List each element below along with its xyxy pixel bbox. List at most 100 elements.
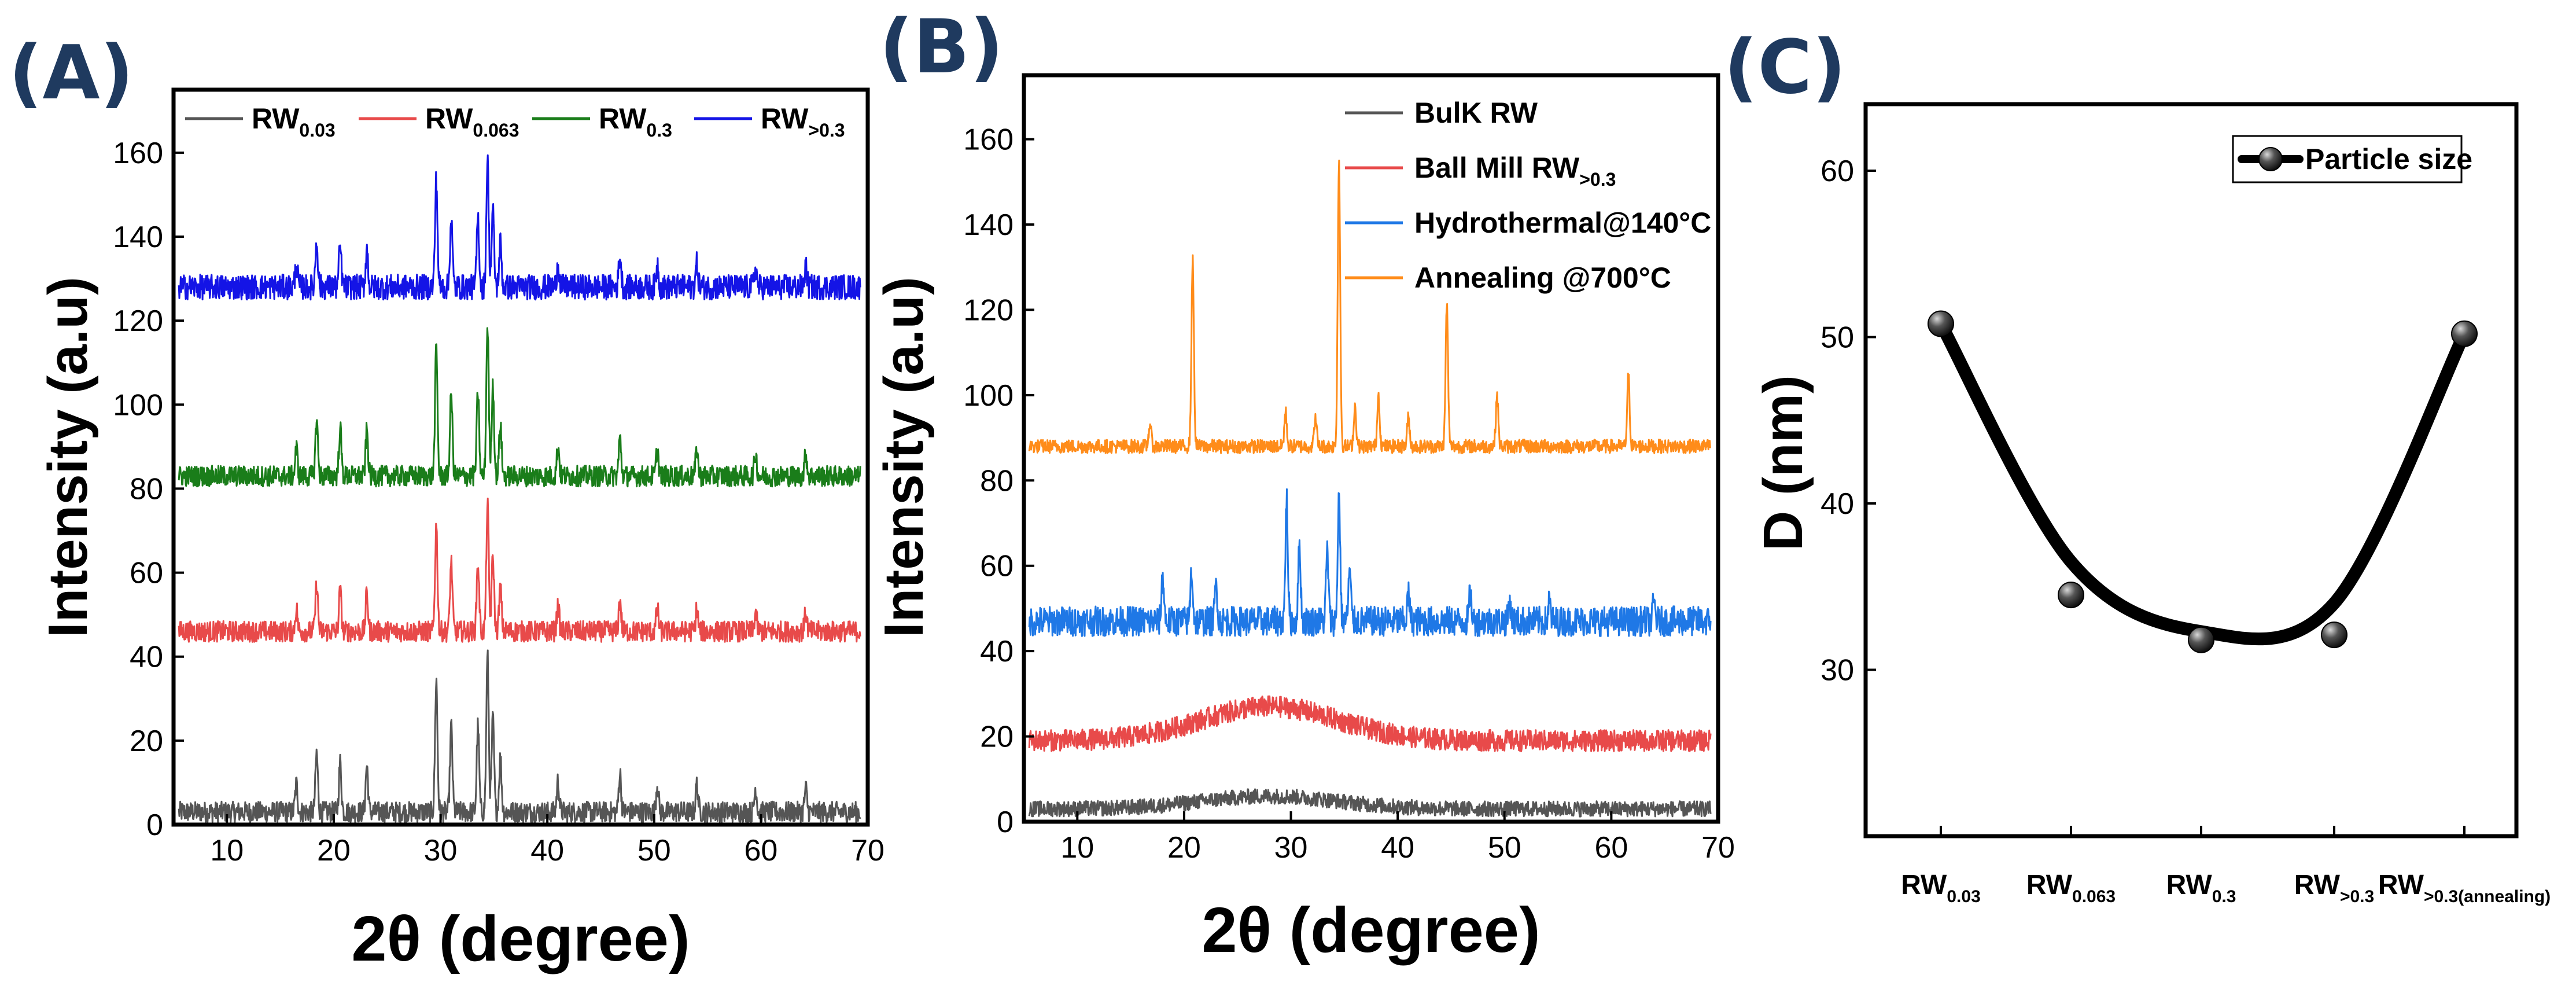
category-label-2-subscript: 0.3 <box>2212 887 2236 906</box>
series-line-1 <box>1028 695 1712 752</box>
y-tick-label: 50 <box>1820 321 1854 355</box>
panel-b-axes: 10 20 30 40 50 60 70 0 20 40 60 80 100 120 140 160 <box>963 123 1735 865</box>
y-tick-label: 20 <box>980 720 1014 754</box>
legend-label-3: Annealing @700°C <box>1414 262 1671 294</box>
y-tick-label: 40 <box>980 635 1014 668</box>
series-line-1 <box>178 497 861 643</box>
legend-label-0-main: BulK RW <box>1414 97 1538 129</box>
legend-label-0: BulK RW <box>1414 97 1538 129</box>
category-label-4-main: RW <box>2378 870 2424 900</box>
y-tick-label: 20 <box>130 724 163 758</box>
panel-c-fit-curve <box>1934 317 2471 646</box>
panel-b-plot-frame <box>1022 73 1720 824</box>
x-tick-label: 40 <box>1381 831 1414 865</box>
data-point-3 <box>2321 621 2347 649</box>
panel-b-y-axis-title: Intensity (a.u) <box>873 277 935 638</box>
y-tick-label: 60 <box>130 557 163 590</box>
legend-label-2-subscript: 0.3 <box>646 120 672 141</box>
panel-a-label: (A) <box>9 30 134 116</box>
legend-label-2: Hydrothermal@140°C <box>1414 207 1711 239</box>
legend-label-3-subscript: >0.3 <box>808 120 845 141</box>
legend-label-0-subscript: 0.03 <box>299 120 335 141</box>
series-line-2 <box>178 327 861 488</box>
y-tick-label: 30 <box>1820 654 1854 687</box>
y-tick-label: 0 <box>997 806 1014 839</box>
y-tick-label: 100 <box>113 388 163 422</box>
data-point-0 <box>1928 310 1954 337</box>
legend-label-2-main: Hydrothermal@140°C <box>1414 207 1711 239</box>
y-tick-label: 120 <box>113 304 163 338</box>
category-label-3-main: RW <box>2294 870 2341 900</box>
y-tick-label: 80 <box>980 464 1014 498</box>
legend-label-3: RW>0.3 <box>761 102 845 141</box>
data-point-4 <box>2451 320 2478 347</box>
legend-label-2: RW0.3 <box>599 102 672 141</box>
legend-label-3-main: RW <box>761 102 809 135</box>
x-tick-label: 50 <box>1488 831 1521 865</box>
category-label-1-subscript: 0.063 <box>2072 887 2116 906</box>
x-tick-label: 30 <box>1274 831 1308 865</box>
y-tick-label: 120 <box>963 293 1014 327</box>
y-tick-label: 60 <box>980 550 1014 583</box>
legend-label-1-main: Ball Mill RW <box>1414 152 1580 184</box>
category-label-2-main: RW <box>2166 870 2213 900</box>
x-tick-label: 60 <box>1594 831 1628 865</box>
x-tick-label: 10 <box>210 834 244 867</box>
y-tick-label: 160 <box>963 123 1014 157</box>
legend-label-1-main: RW <box>425 102 473 135</box>
panel-a: (A) 10 20 30 40 50 60 70020406080100120140160 … <box>9 30 885 974</box>
category-label-0-subscript: 0.03 <box>1947 887 1980 906</box>
panel-a-legend: RW0.03 RW0.063 RW0.3 RW>0.3 <box>185 102 845 141</box>
panel-a-plot-frame <box>171 87 870 827</box>
panel-b-label: (B) <box>879 4 1004 90</box>
fit-curve <box>1934 317 2471 646</box>
x-tick-label: 70 <box>1701 831 1735 865</box>
legend-label-1-subscript: >0.3 <box>1579 169 1616 190</box>
panel-a-y-axis-title: Intensity (a.u) <box>37 277 99 638</box>
panel-c-plot-frame <box>1863 102 2519 838</box>
legend-label-1: RW0.063 <box>425 102 519 141</box>
legend-label-1-subscript: 0.063 <box>473 120 519 141</box>
y-tick-label: 60 <box>1820 155 1854 188</box>
data-point-2 <box>2188 626 2214 653</box>
y-tick-label: 160 <box>113 137 163 170</box>
series-line-3 <box>1028 159 1712 454</box>
series-line-2 <box>1028 488 1712 637</box>
y-tick-label: 40 <box>1820 487 1854 521</box>
panel-a-axes: 10 20 30 40 50 60 70 0 20 40 60 80 100 120 140 160 <box>113 137 885 867</box>
legend-label-0-main: RW <box>252 102 300 135</box>
y-tick-label: 40 <box>130 641 163 674</box>
panel-b-series <box>1028 159 1712 818</box>
series-line-3 <box>178 154 861 301</box>
x-tick-label: 20 <box>317 834 351 867</box>
category-label-2: RW0.3 <box>2166 870 2236 906</box>
category-label-3-subscript: >0.3 <box>2340 887 2374 906</box>
panel-a-series <box>178 154 861 823</box>
category-label-4-subscript: >0.3(annealing) <box>2424 887 2551 906</box>
panel-c-label: (C) <box>1724 24 1846 111</box>
y-tick-label: 140 <box>963 208 1014 242</box>
panel-b-legend: BulK RW Ball Mill RW>0.3 Hydrothermal@140°… <box>1345 97 1711 294</box>
x-tick-label: 10 <box>1060 831 1094 865</box>
y-tick-label: 100 <box>963 379 1014 413</box>
category-label-1: RW0.063 <box>2026 870 2116 906</box>
panel-c-y-axis-title: D (nm) <box>1752 375 1814 551</box>
panel-c-legend: Particle size <box>2232 135 2472 183</box>
x-tick-label: 30 <box>424 834 458 867</box>
x-tick-label: 20 <box>1167 831 1201 865</box>
series-line-0 <box>1028 788 1712 818</box>
category-label-4: RW>0.3(annealing) <box>2378 870 2551 906</box>
legend-label-3-main: Annealing @700°C <box>1414 262 1671 294</box>
legend-label-1: Ball Mill RW>0.3 <box>1414 152 1616 190</box>
panel-a-x-axis-title: 2θ (degree) <box>351 903 690 974</box>
series-line-0 <box>178 649 861 823</box>
category-label-0: RW0.03 <box>1901 870 1981 906</box>
category-label-1-main: RW <box>2026 870 2073 900</box>
panel-c-points <box>1928 310 2478 653</box>
legend-label-2-main: RW <box>599 102 647 135</box>
y-tick-label: 140 <box>113 220 163 254</box>
panel-b: (B) 10 20 30 40 50 60 70020406080100120140160 … <box>873 4 1735 966</box>
